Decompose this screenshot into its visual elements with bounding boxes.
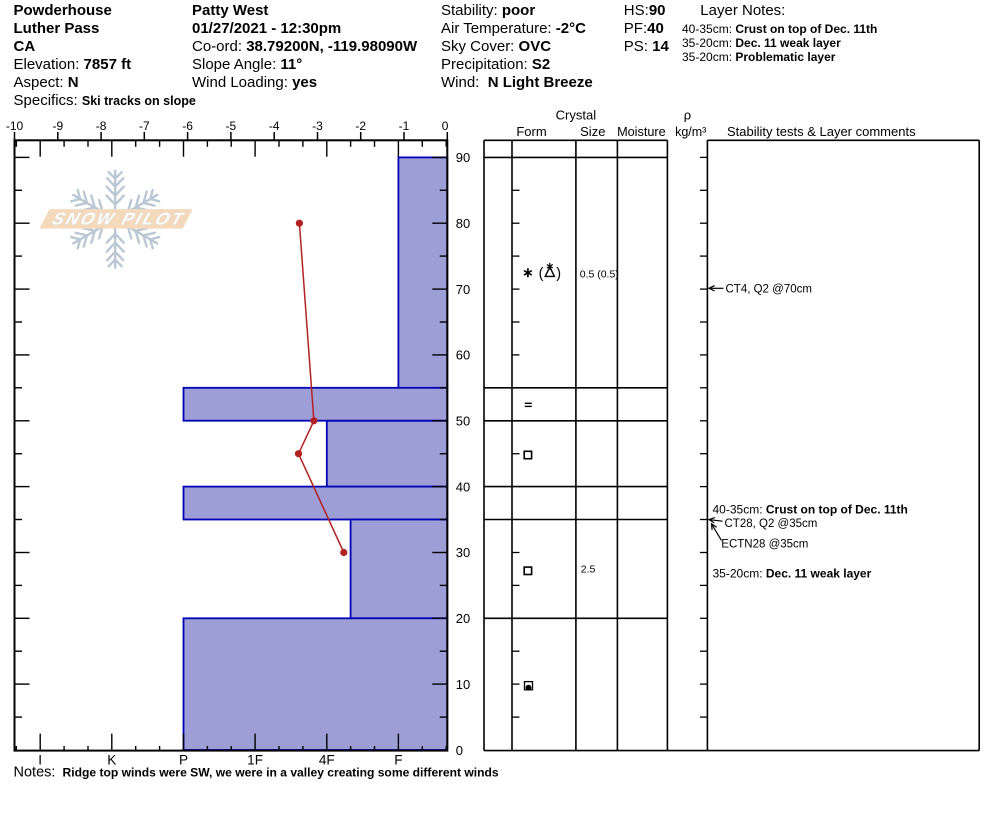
svg-text:Size: Size xyxy=(580,124,605,139)
svg-text:-1: -1 xyxy=(399,119,410,133)
svg-text:F: F xyxy=(394,753,402,768)
svg-text:ECTN28 @35cm: ECTN28 @35cm xyxy=(721,539,808,551)
svg-text:-3: -3 xyxy=(312,119,323,133)
svg-text:35-20cm: Dec. 11 weak layer: 35-20cm: Dec. 11 weak layer xyxy=(713,566,872,580)
svg-text:Crystal: Crystal xyxy=(556,108,597,123)
svg-text:I: I xyxy=(38,753,42,768)
svg-text:60: 60 xyxy=(456,348,470,363)
svg-text:0: 0 xyxy=(442,119,449,133)
svg-text:SNOW PILOT: SNOW PILOT xyxy=(48,210,189,229)
svg-text:-10: -10 xyxy=(6,119,24,133)
svg-text:CT28, Q2 @35cm: CT28, Q2 @35cm xyxy=(725,518,818,530)
svg-text:-5: -5 xyxy=(226,119,237,133)
svg-text:Stability tests & Layer commen: Stability tests & Layer comments xyxy=(727,124,916,139)
svg-text:90: 90 xyxy=(456,150,470,165)
svg-text:10: 10 xyxy=(456,677,470,692)
svg-text:-7: -7 xyxy=(139,119,150,133)
svg-text:-4: -4 xyxy=(269,119,280,133)
svg-text:Form: Form xyxy=(516,124,546,139)
svg-text:70: 70 xyxy=(456,282,470,297)
svg-text:30: 30 xyxy=(456,545,470,560)
svg-text:40: 40 xyxy=(456,479,470,494)
svg-text:kg/m³: kg/m³ xyxy=(675,125,706,139)
svg-text:2.5: 2.5 xyxy=(581,564,596,576)
svg-text:K: K xyxy=(107,753,116,768)
svg-text:-9: -9 xyxy=(52,119,63,133)
svg-text:Moisture: Moisture xyxy=(617,125,666,139)
svg-text:): ) xyxy=(556,266,561,282)
svg-text:P: P xyxy=(179,753,188,768)
svg-text:0.5 (0.5): 0.5 (0.5) xyxy=(580,268,619,280)
svg-text:-8: -8 xyxy=(96,119,107,133)
svg-text:-2: -2 xyxy=(355,119,366,133)
svg-text:Ridge top winds were SW, we we: Ridge top winds were SW, we were in a va… xyxy=(63,765,499,779)
svg-text:Notes:: Notes: xyxy=(14,765,56,781)
svg-text:ρ: ρ xyxy=(684,108,691,123)
svg-text:80: 80 xyxy=(456,216,470,231)
svg-text:1F: 1F xyxy=(247,753,263,768)
svg-text:(: ( xyxy=(539,266,544,282)
svg-text:CT4, Q2 @70cm: CT4, Q2 @70cm xyxy=(726,284,812,296)
svg-text:20: 20 xyxy=(456,611,470,626)
svg-text:4F: 4F xyxy=(319,753,335,768)
svg-text:40-35cm: Crust on top of Dec.: 40-35cm: Crust on top of Dec. 11th xyxy=(713,503,908,517)
svg-text:-6: -6 xyxy=(182,119,193,133)
svg-text:0: 0 xyxy=(456,743,463,758)
svg-text:50: 50 xyxy=(456,414,470,429)
